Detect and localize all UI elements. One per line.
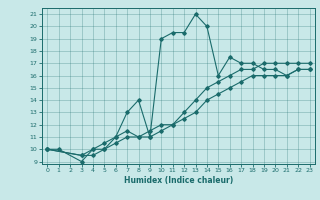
X-axis label: Humidex (Indice chaleur): Humidex (Indice chaleur) [124, 176, 233, 185]
